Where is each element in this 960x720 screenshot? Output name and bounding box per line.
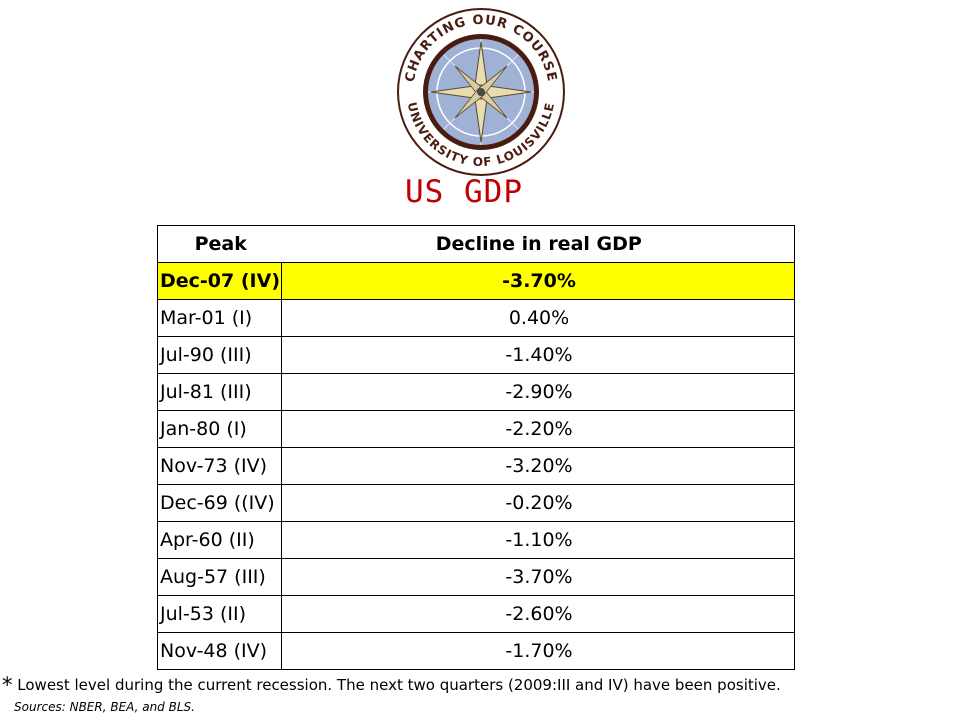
table-row: Jul-53 (II) -2.60% (157, 595, 795, 633)
peak-cell: Jul-90 (III) (157, 336, 282, 374)
header-peak: Peak (157, 225, 282, 263)
peak-cell: Nov-48 (IV) (157, 632, 282, 670)
decline-cell: -2.90% (281, 373, 795, 411)
table-header-row: Peak Decline in real GDP (157, 225, 795, 263)
peak-cell: Apr-60 (II) (157, 521, 282, 559)
table-row: Nov-48 (IV) -1.70% (157, 632, 795, 670)
footnote-marker: * (2, 673, 13, 697)
peak-cell: Aug-57 (III) (157, 558, 282, 596)
decline-cell: -3.70% (281, 262, 795, 300)
peak-cell: Mar-01 (I) (157, 299, 282, 337)
decline-cell: -3.70% (281, 558, 795, 596)
peak-cell: Dec-69 ((IV) (157, 484, 282, 522)
table-row: Aug-57 (III) -3.70% (157, 558, 795, 596)
decline-cell: -2.60% (281, 595, 795, 633)
table-row: Jul-81 (III) -2.90% (157, 373, 795, 411)
decline-cell: -1.40% (281, 336, 795, 374)
decline-cell: -2.20% (281, 410, 795, 448)
peak-cell: Jul-53 (II) (157, 595, 282, 633)
sources-note: Sources: NBER, BEA, and BLS. (14, 700, 195, 714)
footnote: * Lowest level during the current recess… (2, 673, 952, 697)
slide-title: US GDP (405, 174, 523, 210)
table-row: Dec-69 ((IV) -0.20% (157, 484, 795, 522)
table-row-highlighted: Dec-07 (IV) -3.70% (157, 262, 795, 300)
charting-our-course-logo: CHARTING OUR COURSE UNIVERSITY OF LOUISV… (397, 8, 565, 176)
peak-cell: Jul-81 (III) (157, 373, 282, 411)
peak-cell: Nov-73 (IV) (157, 447, 282, 485)
peak-cell: Dec-07 (IV) (157, 262, 282, 300)
decline-cell: -1.70% (281, 632, 795, 670)
footnote-text: Lowest level during the current recessio… (17, 676, 781, 694)
decline-cell: -1.10% (281, 521, 795, 559)
decline-cell: -3.20% (281, 447, 795, 485)
table-row: Jul-90 (III) -1.40% (157, 336, 795, 374)
header-decline: Decline in real GDP (281, 225, 795, 263)
table-row: Nov-73 (IV) -3.20% (157, 447, 795, 485)
table-row: Jan-80 (I) -2.20% (157, 410, 795, 448)
peak-cell: Jan-80 (I) (157, 410, 282, 448)
table-row: Apr-60 (II) -1.10% (157, 521, 795, 559)
table-row: Mar-01 (I) 0.40% (157, 299, 795, 337)
decline-cell: 0.40% (281, 299, 795, 337)
gdp-decline-table: Peak Decline in real GDP Dec-07 (IV) -3.… (157, 225, 795, 670)
decline-cell: -0.20% (281, 484, 795, 522)
